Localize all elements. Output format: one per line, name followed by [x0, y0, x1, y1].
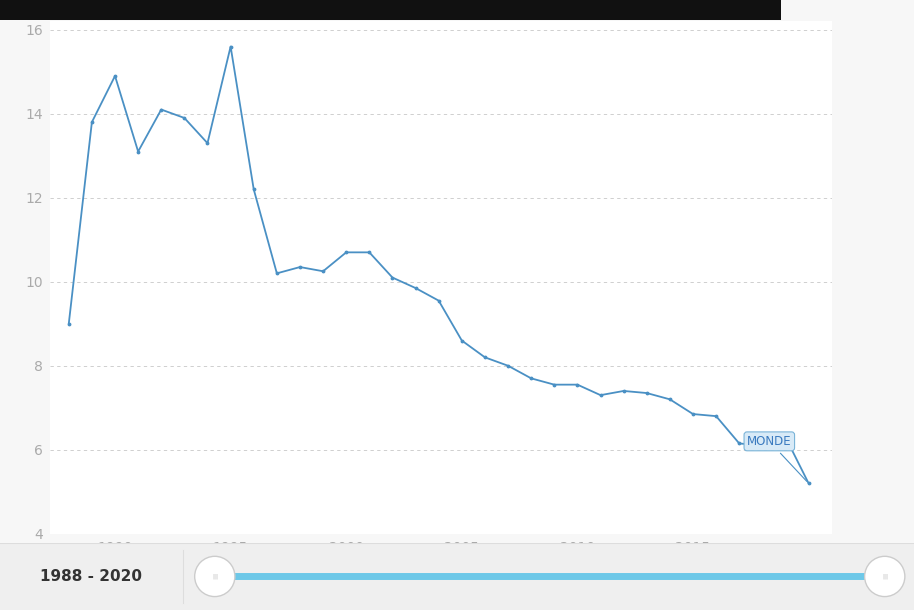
- Ellipse shape: [865, 556, 905, 597]
- Text: 1988 - 2020: 1988 - 2020: [40, 569, 143, 584]
- Text: |||: |||: [882, 573, 887, 580]
- Text: |||: |||: [212, 573, 218, 580]
- Text: MONDE: MONDE: [747, 435, 807, 481]
- Ellipse shape: [195, 556, 235, 597]
